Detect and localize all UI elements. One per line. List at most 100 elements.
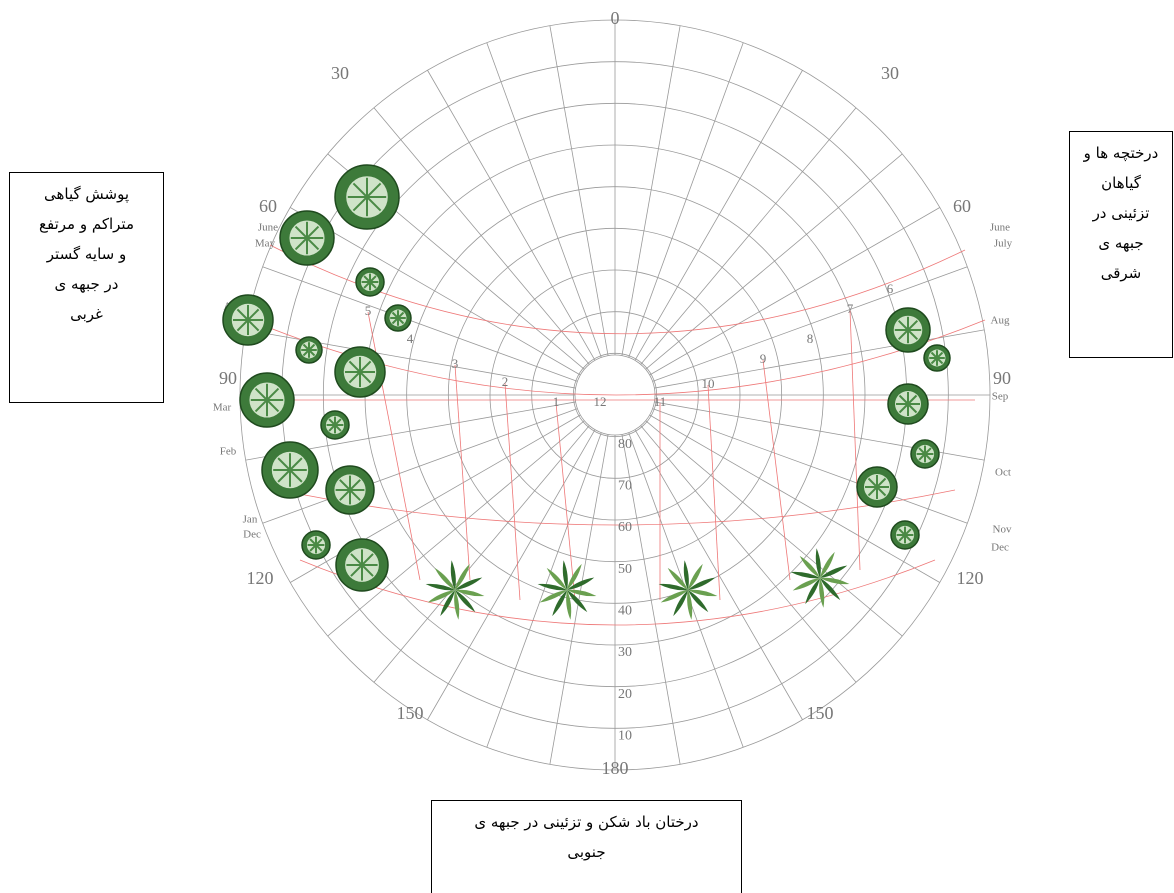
tree-branch [266, 387, 280, 401]
azimuth-line [645, 420, 903, 637]
tree [301, 530, 331, 560]
azimuth-line [649, 207, 940, 376]
tree-branch [349, 489, 361, 501]
tree-branch [308, 343, 316, 351]
tree-branch [397, 311, 405, 319]
tree-branch [236, 308, 249, 321]
azimuth-line [427, 70, 596, 361]
tree-branch [289, 469, 303, 483]
month-label: Sep [992, 391, 1009, 403]
palm-leaf [688, 589, 718, 597]
palm-leaf [820, 551, 835, 578]
hour-label: 3 [452, 356, 459, 371]
box-line: گیاهان [1101, 174, 1141, 192]
azimuth-label: 150 [807, 703, 834, 723]
box-line: متراکم و مرتفع [39, 215, 134, 233]
hour-label: 4 [407, 331, 414, 346]
tree [887, 383, 929, 425]
tree-branch [306, 225, 320, 239]
tree-branch [350, 564, 363, 577]
tree-branch [366, 196, 382, 212]
azimuth-line [645, 153, 903, 370]
tree-branch [897, 319, 909, 331]
tree-branch [352, 196, 368, 212]
altitude-label: 40 [618, 604, 632, 619]
tree-branch [907, 319, 919, 331]
tree-branch [339, 479, 351, 491]
tree [335, 538, 389, 592]
palm-leaf [815, 548, 821, 578]
tree-branch [247, 319, 260, 332]
palm-leaf [567, 590, 588, 613]
palm-leaf [799, 555, 820, 578]
tree-branch [904, 528, 912, 536]
azimuth-label: 180 [602, 758, 629, 778]
palm-leaf [790, 571, 820, 579]
tree-branch [936, 351, 944, 359]
azimuth-line [373, 425, 590, 683]
palm [537, 560, 597, 620]
tree [355, 267, 385, 297]
palm-leaf [673, 590, 688, 617]
tree-branch [366, 182, 382, 198]
tree [334, 164, 400, 230]
azimuth-line [327, 420, 585, 637]
azimuth-label: 0 [611, 8, 620, 28]
azimuth-label: 30 [331, 63, 349, 83]
month-label: Aug [991, 315, 1010, 327]
azimuth-line [654, 329, 985, 389]
tree-branch [897, 329, 909, 341]
palm-leaf [450, 560, 456, 590]
azimuth-line [640, 425, 857, 683]
hour-label: 2 [502, 374, 509, 389]
tree [910, 439, 940, 469]
tree-branch [361, 564, 374, 577]
altitude-label: 80 [618, 437, 632, 452]
palm-leaf [820, 578, 841, 601]
tree [890, 520, 920, 550]
month-label: Oct [995, 467, 1011, 479]
azimuth-line [262, 266, 578, 382]
tree-branch [898, 394, 909, 405]
azimuth-line [621, 25, 681, 356]
west-box: پوشش گیاهی متراکم و مرتفع و سایه گستر در جب… [9, 172, 164, 403]
tree-branch [359, 371, 372, 384]
hour-label: 7 [847, 301, 854, 316]
tree-branch [907, 403, 918, 414]
altitude-label: 70 [618, 479, 632, 494]
palm-leaf [688, 590, 709, 613]
palm-leaf [552, 590, 567, 617]
palm-leaf [455, 577, 483, 590]
tree-branch [898, 403, 909, 414]
palm-leaf [567, 577, 595, 590]
palm-leaf [660, 590, 688, 603]
box-line: غربی [70, 305, 103, 323]
month-label: July [994, 238, 1013, 250]
altitude-label: 20 [618, 687, 632, 702]
azimuth-label: 60 [953, 196, 971, 216]
azimuth-label: 90 [219, 368, 237, 388]
box-line: در جبهه ی [54, 275, 119, 293]
tree-branch [294, 225, 308, 239]
tree [334, 346, 386, 398]
azimuth-line [549, 434, 609, 765]
tree-branch [247, 308, 260, 321]
azimuth-line [373, 107, 590, 365]
tree-branch [294, 237, 308, 251]
month-label: Dec [991, 542, 1009, 554]
azimuth-line [634, 70, 803, 361]
month-label: Dec [243, 529, 261, 541]
palm-leaf [688, 563, 703, 590]
palm-leaf [434, 567, 455, 590]
azimuth-label: 60 [259, 196, 277, 216]
palm [790, 548, 850, 608]
tree-branch [315, 538, 323, 546]
hour-label: 8 [807, 331, 814, 346]
palm-leaf [566, 590, 572, 620]
tree [320, 410, 350, 440]
palm-leaf [567, 563, 582, 590]
tree-branch [369, 275, 377, 283]
azimuth-line [549, 25, 609, 356]
tree-branch [867, 477, 878, 488]
